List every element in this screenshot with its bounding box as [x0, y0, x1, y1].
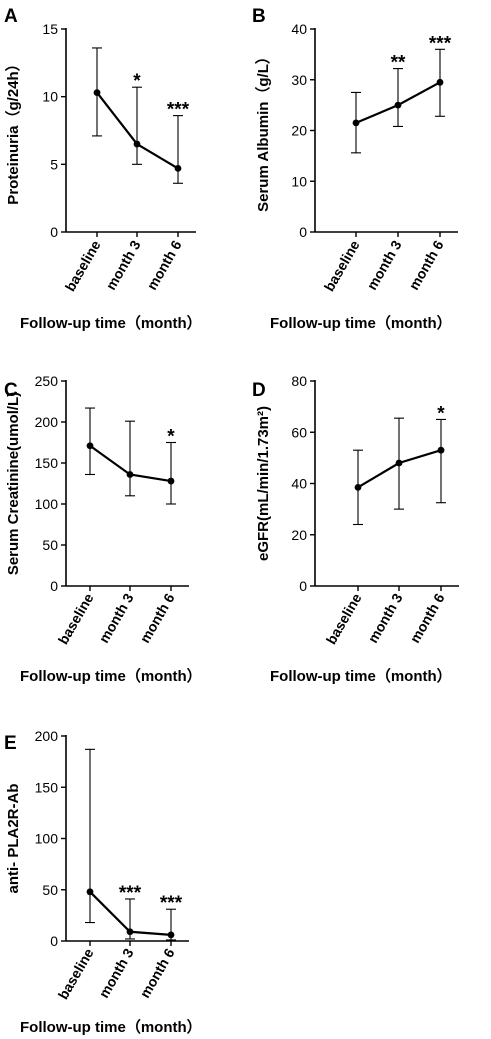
panel-d-significance-marker: *: [437, 403, 445, 424]
panel-d-y-tick-label: 20: [291, 527, 307, 543]
panel-e-y-tick-label: 100: [35, 831, 59, 847]
panel-b-letter: B: [252, 6, 266, 27]
panel-b-category-label: month 3: [364, 237, 405, 292]
panel-a-category-label: baseline: [62, 237, 104, 294]
panel-d-x-axis-title: Follow-up time（month）: [270, 667, 452, 685]
panel-a-category-label: month 3: [103, 237, 144, 292]
panel-e-category-label: baseline: [55, 945, 97, 1002]
panel-b-significance-marker: **: [391, 53, 406, 74]
panel-a-data-point: [174, 164, 182, 172]
panel-e-y-axis-title: anti- PLA2R-Ab: [5, 784, 22, 894]
panel-e-category-label: month 3: [96, 945, 137, 1000]
panel-a-significance-marker: ***: [167, 100, 190, 121]
panel-c-data-point: [126, 471, 134, 478]
panel-b-data-point: [394, 101, 402, 109]
panel-a-y-tick-label: 5: [50, 156, 58, 172]
panel-c-category-label: month 6: [137, 590, 178, 645]
panel-e-letter: E: [4, 733, 17, 754]
panel-e-x-axis-title: Follow-up time（month）: [20, 1018, 202, 1036]
panel-a-y-tick-label: 0: [50, 224, 58, 240]
panel-e-y-tick-label: 150: [35, 779, 59, 795]
panel-c-y-tick-label: 200: [35, 414, 59, 430]
panel-b-y-tick-label: 30: [291, 72, 307, 88]
panel-c-y-axis-title: Serum Creatinine(umol/L): [5, 392, 22, 575]
panel-d-category-label: baseline: [323, 590, 365, 647]
panel-b-category-label: baseline: [321, 237, 363, 294]
panel-e-data-point: [126, 928, 134, 936]
panel-a-significance-marker: *: [133, 71, 141, 92]
panel-a-x-axis-title: Follow-up time（month）: [20, 314, 202, 332]
panel-d-y-tick-label: 0: [299, 578, 307, 594]
panel-b-data-point: [436, 78, 444, 86]
panel-a-y-tick-label: 10: [42, 89, 58, 105]
panel-c-y-tick-label: 150: [35, 455, 59, 471]
panel-e-data-point: [86, 888, 94, 896]
panel-a-letter: A: [4, 6, 18, 27]
panel-e-y-tick-label: 200: [35, 728, 59, 744]
panel-d-letter: D: [252, 380, 266, 401]
panel-a-data-point: [93, 89, 101, 97]
panel-a-category-label: month 6: [144, 237, 185, 292]
panel-a-y-tick-label: 15: [42, 21, 58, 37]
panel-b-data-point: [352, 119, 360, 127]
panel-b-y-tick-label: 0: [299, 224, 307, 240]
panel-c-category-label: baseline: [55, 590, 97, 647]
panel-c-y-tick-label: 250: [35, 373, 59, 389]
panel-c-significance-marker: *: [167, 427, 175, 448]
panel-b-x-axis-title: Follow-up time（month）: [270, 314, 452, 332]
panel-c-data-point: [167, 477, 175, 485]
panel-e-data-point: [167, 931, 175, 939]
panel-d-y-tick-label: 60: [291, 424, 307, 440]
panel-b-y-tick-label: 10: [291, 173, 307, 189]
panel-b-category-label: month 6: [406, 237, 447, 292]
panel-b-y-tick-label: 40: [291, 21, 307, 37]
panel-d-y-tick-label: 80: [291, 373, 307, 389]
panel-e-category-label: month 6: [137, 945, 178, 1000]
panel-d-y-tick-label: 40: [291, 476, 307, 492]
panel-c-data-point: [86, 442, 94, 450]
panel-d-category-label: month 3: [365, 590, 406, 645]
panel-e-significance-marker: ***: [119, 883, 142, 904]
panel-a-y-axis-title: Proteinuria（g/24h）: [4, 56, 22, 204]
panel-d-data-point: [395, 459, 403, 467]
panel-e-y-tick-label: 50: [42, 882, 58, 898]
panel-c-y-tick-label: 0: [50, 578, 58, 594]
panel-c-x-axis-title: Follow-up time（month）: [20, 667, 202, 685]
panel-d-data-point: [437, 446, 445, 454]
panel-c-y-tick-label: 100: [35, 496, 59, 512]
panel-d-data-point: [354, 483, 362, 491]
panel-e-y-tick-label: 0: [50, 933, 58, 949]
panel-b-significance-marker: ***: [429, 33, 452, 54]
panel-c-letter: C: [4, 380, 18, 401]
panel-a-data-point: [133, 140, 141, 148]
panel-e-significance-marker: ***: [160, 893, 183, 914]
panel-b-y-axis-title: Serum Albumin（g/L）: [254, 49, 272, 212]
panel-d-y-axis-title: eGFR(mL/min/1.73m²): [255, 406, 272, 561]
panel-c-category-label: month 3: [96, 590, 137, 645]
panel-b-y-tick-label: 20: [291, 123, 307, 139]
panel-d-category-label: month 6: [407, 590, 448, 645]
panel-c-y-tick-label: 50: [42, 537, 58, 553]
